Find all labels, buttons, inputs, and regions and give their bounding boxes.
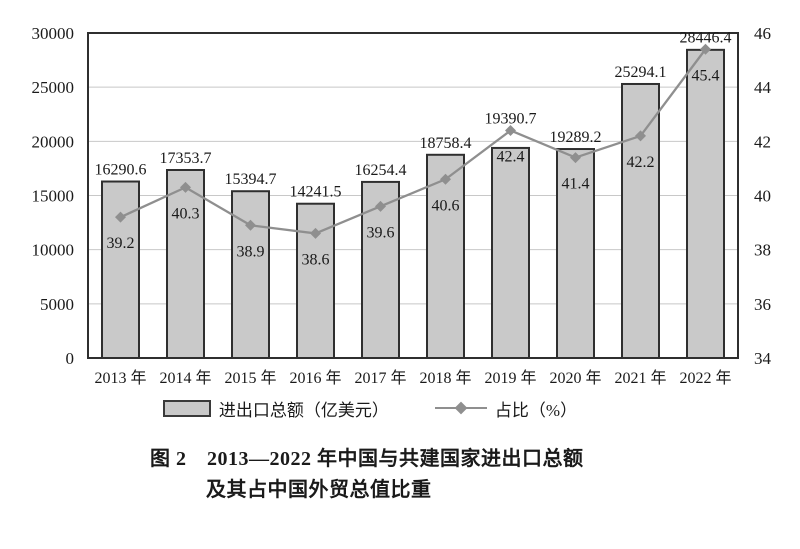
caption-line-2: 及其占中国外贸总值比重 bbox=[206, 479, 432, 501]
left-axis-tick-label: 20000 bbox=[32, 132, 75, 151]
right-axis-tick-label: 38 bbox=[754, 241, 771, 260]
legend-line-label: 占比（%） bbox=[494, 400, 578, 420]
legend-bar-label: 进出口总额（亿美元） bbox=[218, 400, 389, 420]
bar bbox=[686, 48, 725, 360]
legend-line-swatch bbox=[434, 401, 487, 415]
percent-value-label: 45.4 bbox=[692, 67, 720, 84]
right-axis-tick-label: 40 bbox=[754, 187, 771, 206]
bar-value-label: 18758.4 bbox=[420, 135, 472, 152]
left-axis-tick-label: 0 bbox=[66, 349, 75, 368]
line-marker-diamond-icon bbox=[635, 130, 646, 142]
x-axis-category-label: 2014 年 bbox=[159, 369, 211, 387]
bar-value-label: 19390.7 bbox=[485, 111, 537, 128]
percent-value-label: 38.9 bbox=[237, 243, 265, 260]
bar bbox=[101, 180, 140, 359]
x-axis-category-label: 2016 年 bbox=[289, 369, 341, 387]
left-axis-tick-label: 5000 bbox=[40, 295, 74, 314]
percent-value-label: 40.3 bbox=[172, 205, 200, 222]
line-marker-diamond-icon bbox=[700, 43, 711, 55]
legend-line-diamond-icon bbox=[454, 401, 468, 415]
x-axis-category-label: 2021 年 bbox=[614, 369, 666, 387]
bar-value-label: 16254.4 bbox=[355, 162, 407, 179]
bar-value-label: 28446.4 bbox=[680, 29, 732, 46]
legend-item-line: 占比（%） bbox=[434, 396, 578, 421]
caption-line-1: 图 2 2013—2022 年中国与共建国家进出口总额 bbox=[150, 448, 584, 470]
left-axis-tick-label: 30000 bbox=[32, 24, 75, 43]
percent-value-label: 38.6 bbox=[302, 251, 330, 268]
right-axis-tick-label: 36 bbox=[754, 295, 771, 314]
line-marker-diamond-icon bbox=[115, 211, 126, 223]
left-axis-tick-label: 15000 bbox=[32, 187, 75, 206]
figure-caption: 图 2 2013—2022 年中国与共建国家进出口总额 及其占中国外贸总值比重 bbox=[150, 444, 584, 506]
right-axis-tick-label: 46 bbox=[754, 24, 771, 43]
percent-value-label: 39.6 bbox=[367, 224, 395, 241]
x-axis-category-label: 2018 年 bbox=[419, 369, 471, 387]
percent-value-label: 42.4 bbox=[497, 149, 525, 166]
x-axis-category-label: 2013 年 bbox=[94, 369, 146, 387]
line-marker-diamond-icon bbox=[440, 173, 451, 185]
bar-value-label: 19289.2 bbox=[550, 129, 602, 146]
bar bbox=[621, 82, 660, 359]
x-axis-category-label: 2019 年 bbox=[484, 369, 536, 387]
x-axis-category-label: 2022 年 bbox=[679, 369, 731, 387]
chart-svg: 16290.6 17353.7 15394.7 14241.5 16254.4 18758… bbox=[32, 24, 772, 387]
bar-value-label: 15394.7 bbox=[225, 171, 277, 188]
left-axis-tick-label: 10000 bbox=[32, 241, 75, 260]
line-marker-diamond-icon bbox=[505, 125, 516, 136]
right-axis-tick-label: 42 bbox=[754, 132, 771, 151]
left-axis-tick-label: 25000 bbox=[32, 78, 75, 97]
bar-value-label: 16290.6 bbox=[95, 162, 147, 179]
bar bbox=[556, 148, 595, 359]
bar bbox=[426, 153, 465, 359]
bar bbox=[231, 190, 270, 359]
legend-item-bar: 进出口总额（亿美元） bbox=[162, 396, 389, 421]
bar bbox=[166, 169, 205, 359]
bar-value-label: 14241.5 bbox=[290, 184, 342, 201]
x-axis-category-label: 2017 年 bbox=[354, 369, 406, 387]
bar-value-label: 25294.1 bbox=[615, 64, 667, 81]
percent-value-label: 39.2 bbox=[107, 235, 135, 252]
x-axis-category-label: 2015 年 bbox=[224, 369, 276, 387]
right-axis-tick-label: 34 bbox=[754, 349, 772, 368]
line-marker-diamond-icon bbox=[310, 227, 321, 239]
x-axis-category-label: 2020 年 bbox=[549, 369, 601, 387]
percent-value-label: 40.6 bbox=[432, 197, 460, 214]
percent-value-label: 42.2 bbox=[627, 154, 655, 171]
chart-legend: 进出口总额（亿美元） 占比（%） bbox=[0, 396, 740, 420]
plot-border bbox=[87, 32, 739, 359]
percent-value-label: 41.4 bbox=[562, 176, 590, 193]
line-marker-diamond-icon bbox=[245, 219, 256, 231]
bar-value-label: 17353.7 bbox=[160, 150, 212, 167]
right-axis-tick-label: 44 bbox=[754, 78, 772, 97]
percent-line bbox=[120, 48, 707, 235]
legend-bar-swatch bbox=[162, 399, 211, 417]
line-marker-diamond-icon bbox=[375, 200, 386, 212]
line-marker-diamond-icon bbox=[180, 181, 191, 193]
bar bbox=[491, 146, 530, 359]
line-marker-diamond-icon bbox=[570, 152, 581, 164]
